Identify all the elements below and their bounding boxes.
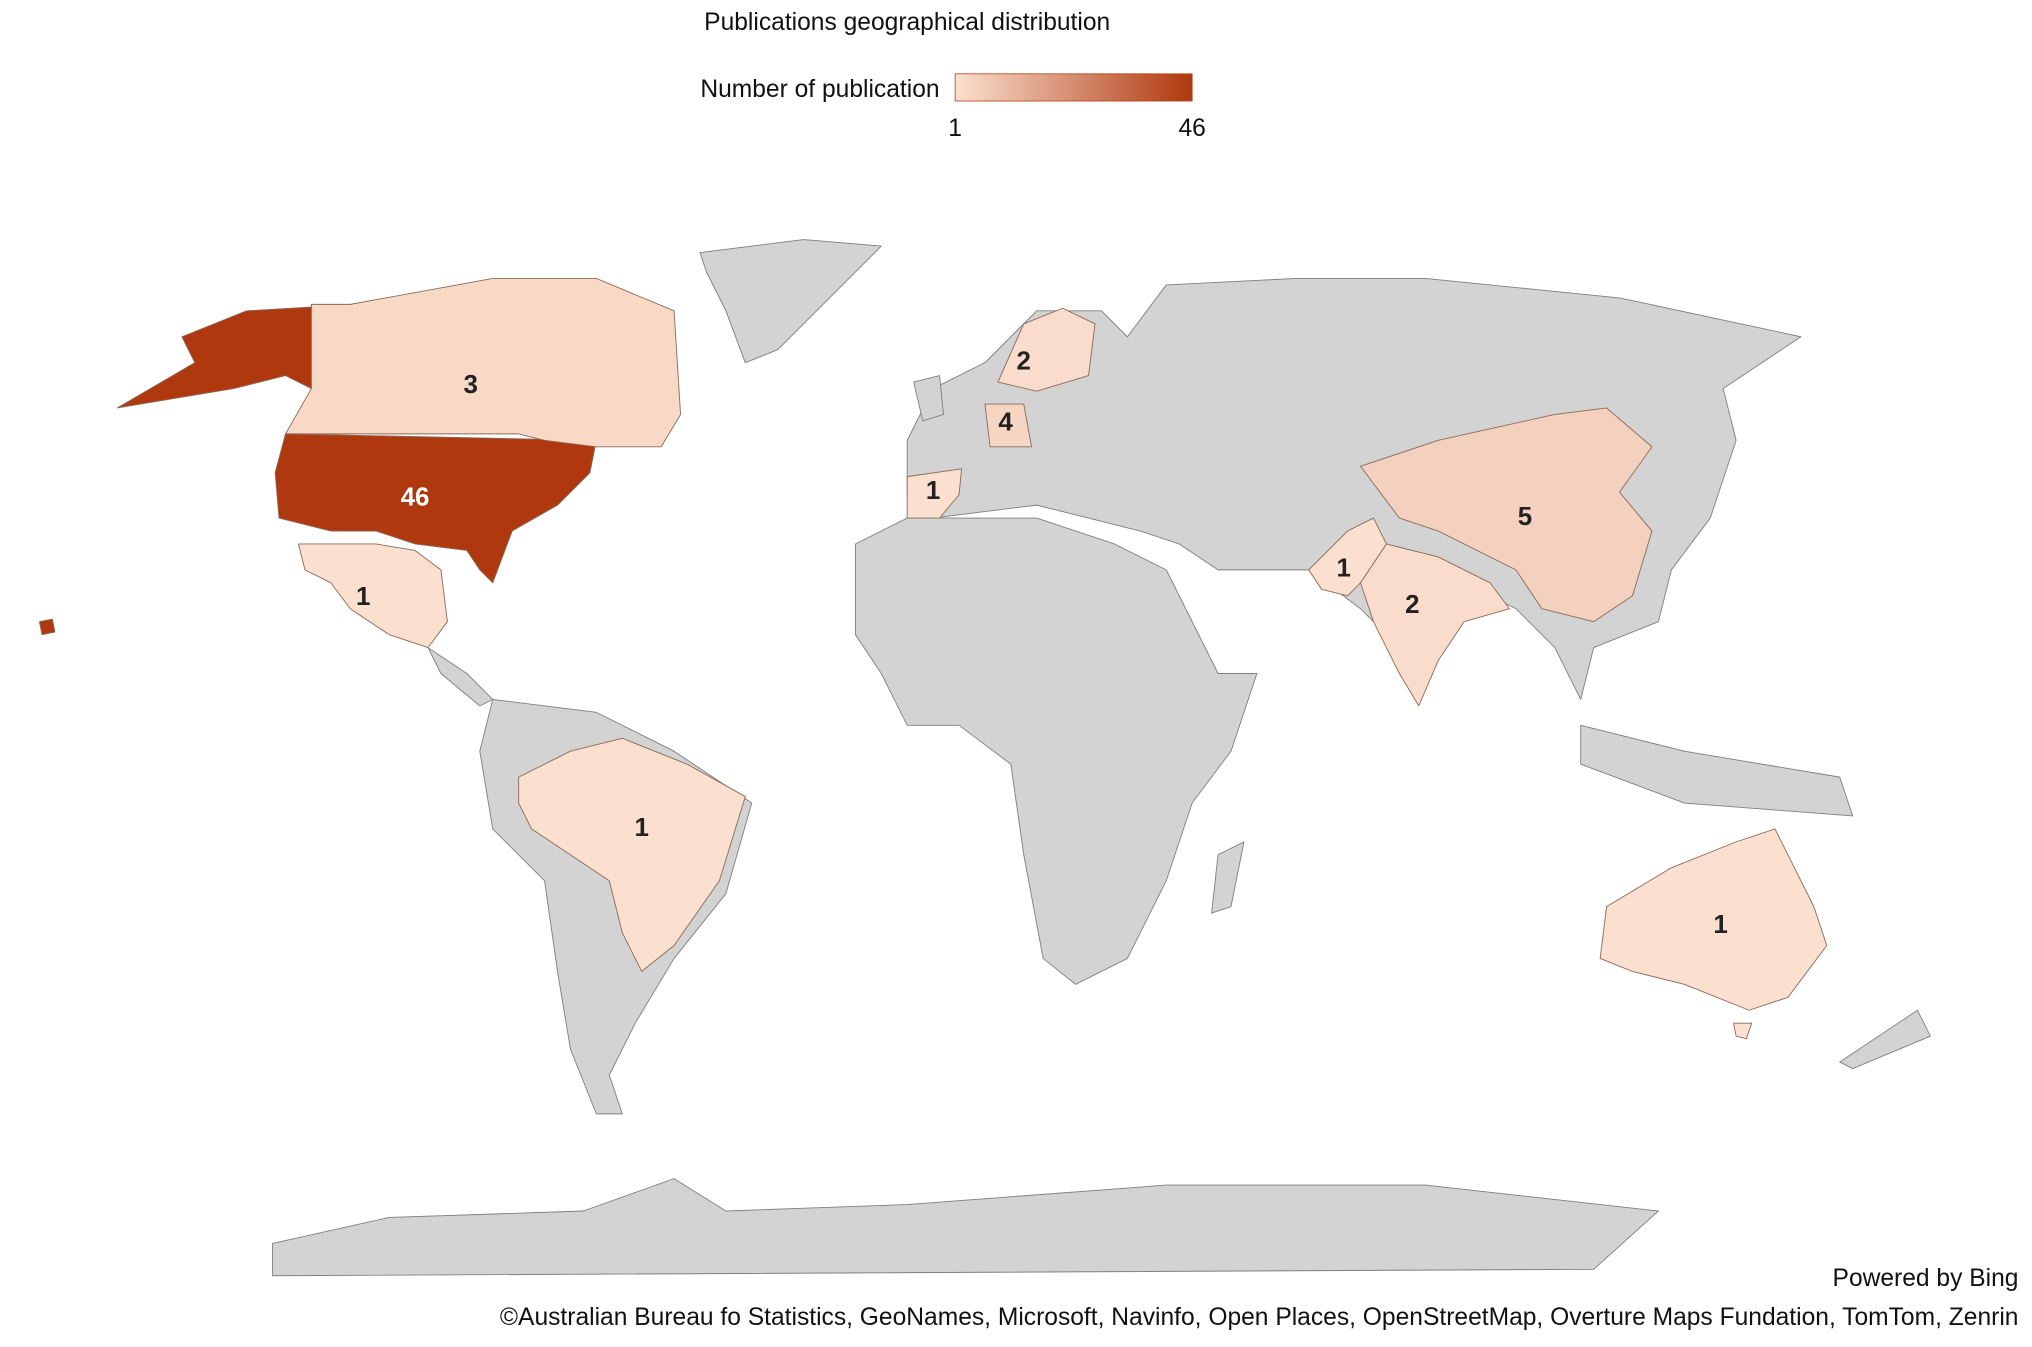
- region-value-label: 1: [1336, 555, 1350, 583]
- region-value-label: 4: [998, 408, 1013, 436]
- map-title: Publications geographical distribution: [704, 9, 1110, 36]
- country-region: [997, 307, 1096, 392]
- country-region: [984, 403, 1032, 448]
- attribution: ©Australian Bureau fo Statistics, GeoNam…: [500, 1304, 2019, 1331]
- landmass: [854, 517, 1258, 985]
- region-value-label: 1: [356, 583, 370, 611]
- landmass: [1839, 1009, 1931, 1069]
- country-region: [1360, 407, 1653, 623]
- attribution: Powered by Bing: [1833, 1265, 2019, 1292]
- legend-tick-label: 1: [948, 115, 962, 142]
- landmass: [913, 375, 944, 422]
- landmass: [699, 239, 882, 364]
- region-value-label: 2: [1017, 347, 1031, 375]
- legend-gradient: [954, 73, 1193, 102]
- country-region: [116, 303, 358, 409]
- country-region: [285, 278, 681, 448]
- region-value-label: 1: [926, 477, 940, 505]
- country-region: [1599, 828, 1828, 1011]
- legend-tick-label: 46: [1178, 115, 1205, 142]
- regions: 46 3 1 1 1 4 2 5 1 2 1: [38, 278, 1828, 1040]
- country-region: [1733, 1022, 1753, 1040]
- country-region: [38, 618, 56, 636]
- region-value-label: 1: [634, 814, 648, 842]
- region-value-label: 5: [1518, 503, 1532, 531]
- country-region: [274, 433, 597, 584]
- region-value-label: 2: [1405, 591, 1419, 619]
- landmass: [1211, 841, 1245, 914]
- country-region: [298, 543, 448, 649]
- region-value-label: 1: [1713, 911, 1727, 939]
- landmass: [427, 647, 494, 707]
- country-region: [1360, 543, 1510, 707]
- legend-title: Number of publication: [700, 76, 939, 103]
- region-value-label: 3: [464, 371, 478, 399]
- landmass: [1580, 724, 1854, 817]
- region-value-label: 46: [401, 483, 430, 511]
- country-region: [906, 468, 963, 519]
- country-region: [518, 737, 746, 972]
- landmass: [272, 1178, 1659, 1277]
